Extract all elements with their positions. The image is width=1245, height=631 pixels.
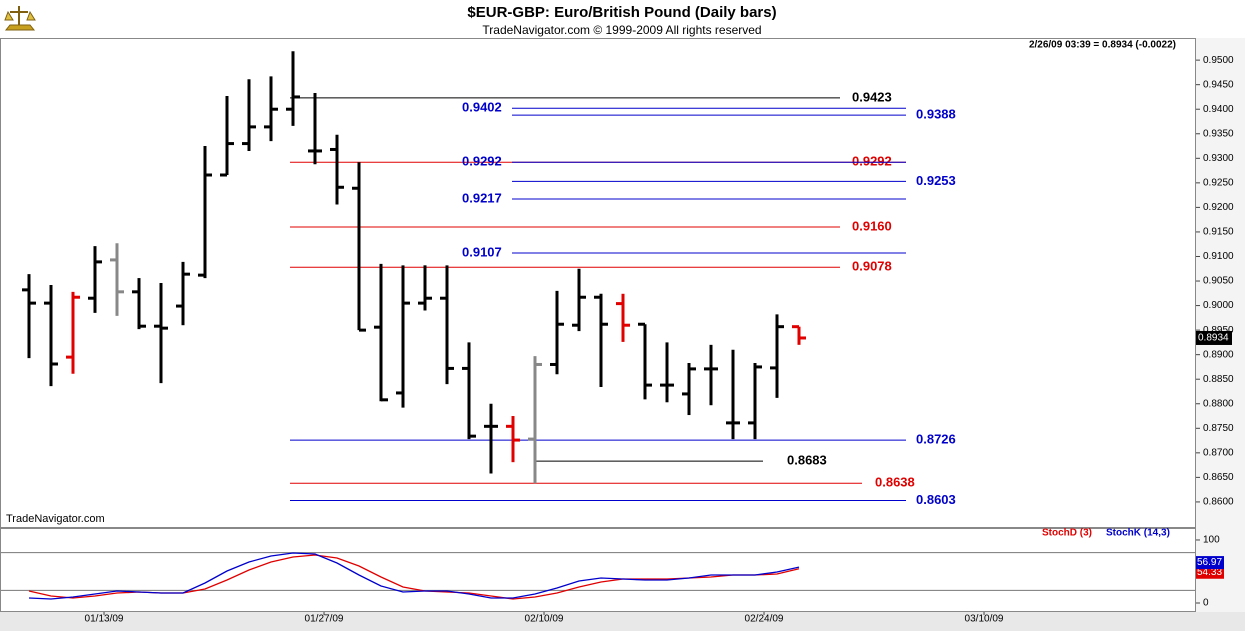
stoch-value-tag	[1196, 556, 1224, 570]
stoch-value-label: 54.33	[1197, 567, 1222, 578]
x-tick-label: 02/24/09	[745, 614, 784, 625]
stoch-panel-frame	[0, 528, 1196, 612]
last-price-label: 0.8934	[1198, 333, 1229, 344]
y-tick-label: 0.9450	[1203, 79, 1234, 90]
last-price-tag	[1196, 330, 1232, 345]
stoch-line	[28, 552, 800, 600]
x-tick-label: 03/10/09	[965, 614, 1004, 625]
y-tick-label: 0.9400	[1203, 104, 1234, 115]
level-label: 0.9078	[852, 259, 892, 274]
level-label: 0.9292	[462, 154, 502, 169]
y-tick-label: 0.8600	[1203, 497, 1234, 508]
main-panel-frame	[0, 38, 1196, 528]
x-tick-label: 01/27/09	[305, 614, 344, 625]
level-label: 0.9253	[916, 173, 956, 188]
stoch-y-tick-label: 0	[1203, 598, 1209, 609]
y-tick-label: 0.8900	[1203, 349, 1234, 360]
x-tick-label: 01/13/09	[85, 614, 124, 625]
chart-title: $EUR-GBP: Euro/British Pound (Daily bars…	[467, 4, 776, 21]
level-label: 0.8638	[875, 475, 915, 490]
quote-annotation: 2/26/09 03:39 = 0.8934 (-0.0022)	[1029, 40, 1176, 51]
level-label: 0.8683	[787, 453, 827, 468]
level-label: 0.9423	[852, 89, 892, 104]
y-tick-label: 0.9250	[1203, 177, 1234, 188]
level-label: 0.9107	[462, 244, 502, 259]
y-tick-label: 0.8650	[1203, 472, 1234, 483]
level-label: 0.8726	[916, 432, 956, 447]
stoch-value-label: 56.97	[1197, 557, 1222, 568]
logo	[4, 6, 36, 31]
x-tick-label: 02/10/09	[525, 614, 564, 625]
stoch-y-tick-label: 100	[1203, 535, 1220, 546]
level-label: 0.9388	[916, 107, 956, 122]
y-tick-label: 0.9050	[1203, 276, 1234, 287]
y-tick-label: 0.9150	[1203, 227, 1234, 238]
y-tick-label: 0.9350	[1203, 128, 1234, 139]
watermark: TradeNavigator.com	[6, 513, 105, 525]
legend-entry: StochD (3)	[1042, 528, 1092, 539]
legend-entry: StochK (14,3)	[1106, 528, 1170, 539]
y-tick-label: 0.8950	[1203, 325, 1234, 336]
y-tick-label: 0.8750	[1203, 423, 1234, 434]
chart-subtitle: TradeNavigator.com © 1999-2009 All right…	[482, 23, 761, 37]
y-tick-label: 0.8700	[1203, 447, 1234, 458]
date-axis-bg	[0, 612, 1245, 631]
level-label: 0.9217	[462, 190, 502, 205]
level-label: 0.9160	[852, 218, 892, 233]
y-tick-label: 0.8800	[1203, 398, 1234, 409]
price-axis-bg	[1196, 38, 1245, 612]
y-tick-label: 0.9000	[1203, 300, 1234, 311]
y-tick-label: 0.8850	[1203, 374, 1234, 385]
y-tick-label: 0.9500	[1203, 55, 1234, 66]
y-tick-label: 0.9300	[1203, 153, 1234, 164]
y-tick-label: 0.9200	[1203, 202, 1234, 213]
level-label: 0.8603	[916, 492, 956, 507]
level-label: 0.9402	[462, 100, 502, 115]
y-tick-label: 0.9100	[1203, 251, 1234, 262]
level-label: 0.9292	[852, 154, 892, 169]
